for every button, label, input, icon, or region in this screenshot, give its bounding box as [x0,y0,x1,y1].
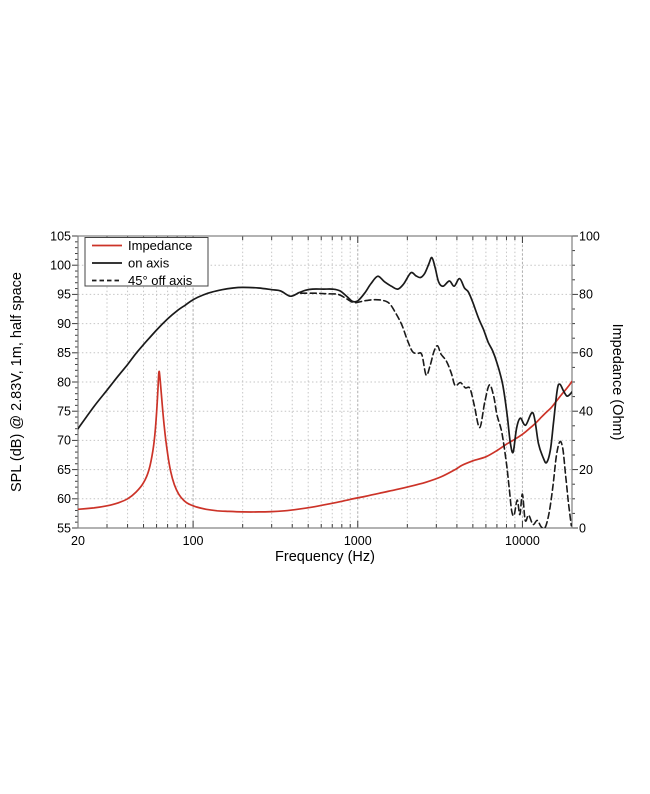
y-left-tick-label: 80 [57,375,71,389]
series-on-axis [78,256,572,464]
tick-labels: 20 100 1000 10000 55 60 65 70 75 80 85 90 95 100 105 0 2… [50,229,600,548]
y-left-tick-label: 65 [57,463,71,477]
y-right-tick-label: 80 [579,288,593,302]
y-left-tick-label: 100 [50,259,71,273]
y-left-tick-label: 55 [57,521,71,535]
right-axis-title: Impedance (Ohm) [609,324,625,441]
y-left-tick-label: 70 [57,434,71,448]
y-right-tick-label: 40 [579,405,593,419]
legend-label: Impedance [128,238,192,253]
series-group [78,256,572,528]
legend: Impedance on axis 45° off axis [84,237,209,288]
series-45-off-axis [299,292,572,528]
y-left-tick-label: 75 [57,405,71,419]
x-tick-label: 100 [183,534,204,548]
x-tick-label: 1000 [344,534,372,548]
y-right-tick-label: 0 [579,521,586,535]
y-right-tick-label: 20 [579,463,593,477]
y-right-tick-label: 60 [579,346,593,360]
y-right-tick-label: 100 [579,229,600,243]
y-left-tick-label: 90 [57,317,71,331]
series-impedance [78,370,572,513]
x-axis-title: Frequency (Hz) [275,549,375,565]
y-left-tick-label: 85 [57,346,71,360]
y-left-tick-label: 60 [57,492,71,506]
y-left-tick-label: 105 [50,229,71,243]
legend-label: 45° off axis [128,273,193,288]
x-tick-label: 10000 [505,534,540,548]
y-left-tick-label: 95 [57,288,71,302]
left-axis-title: SPL (dB) @ 2.83V, 1m, half space [9,272,25,492]
legend-label: on axis [128,255,170,270]
x-tick-label: 20 [71,534,85,548]
